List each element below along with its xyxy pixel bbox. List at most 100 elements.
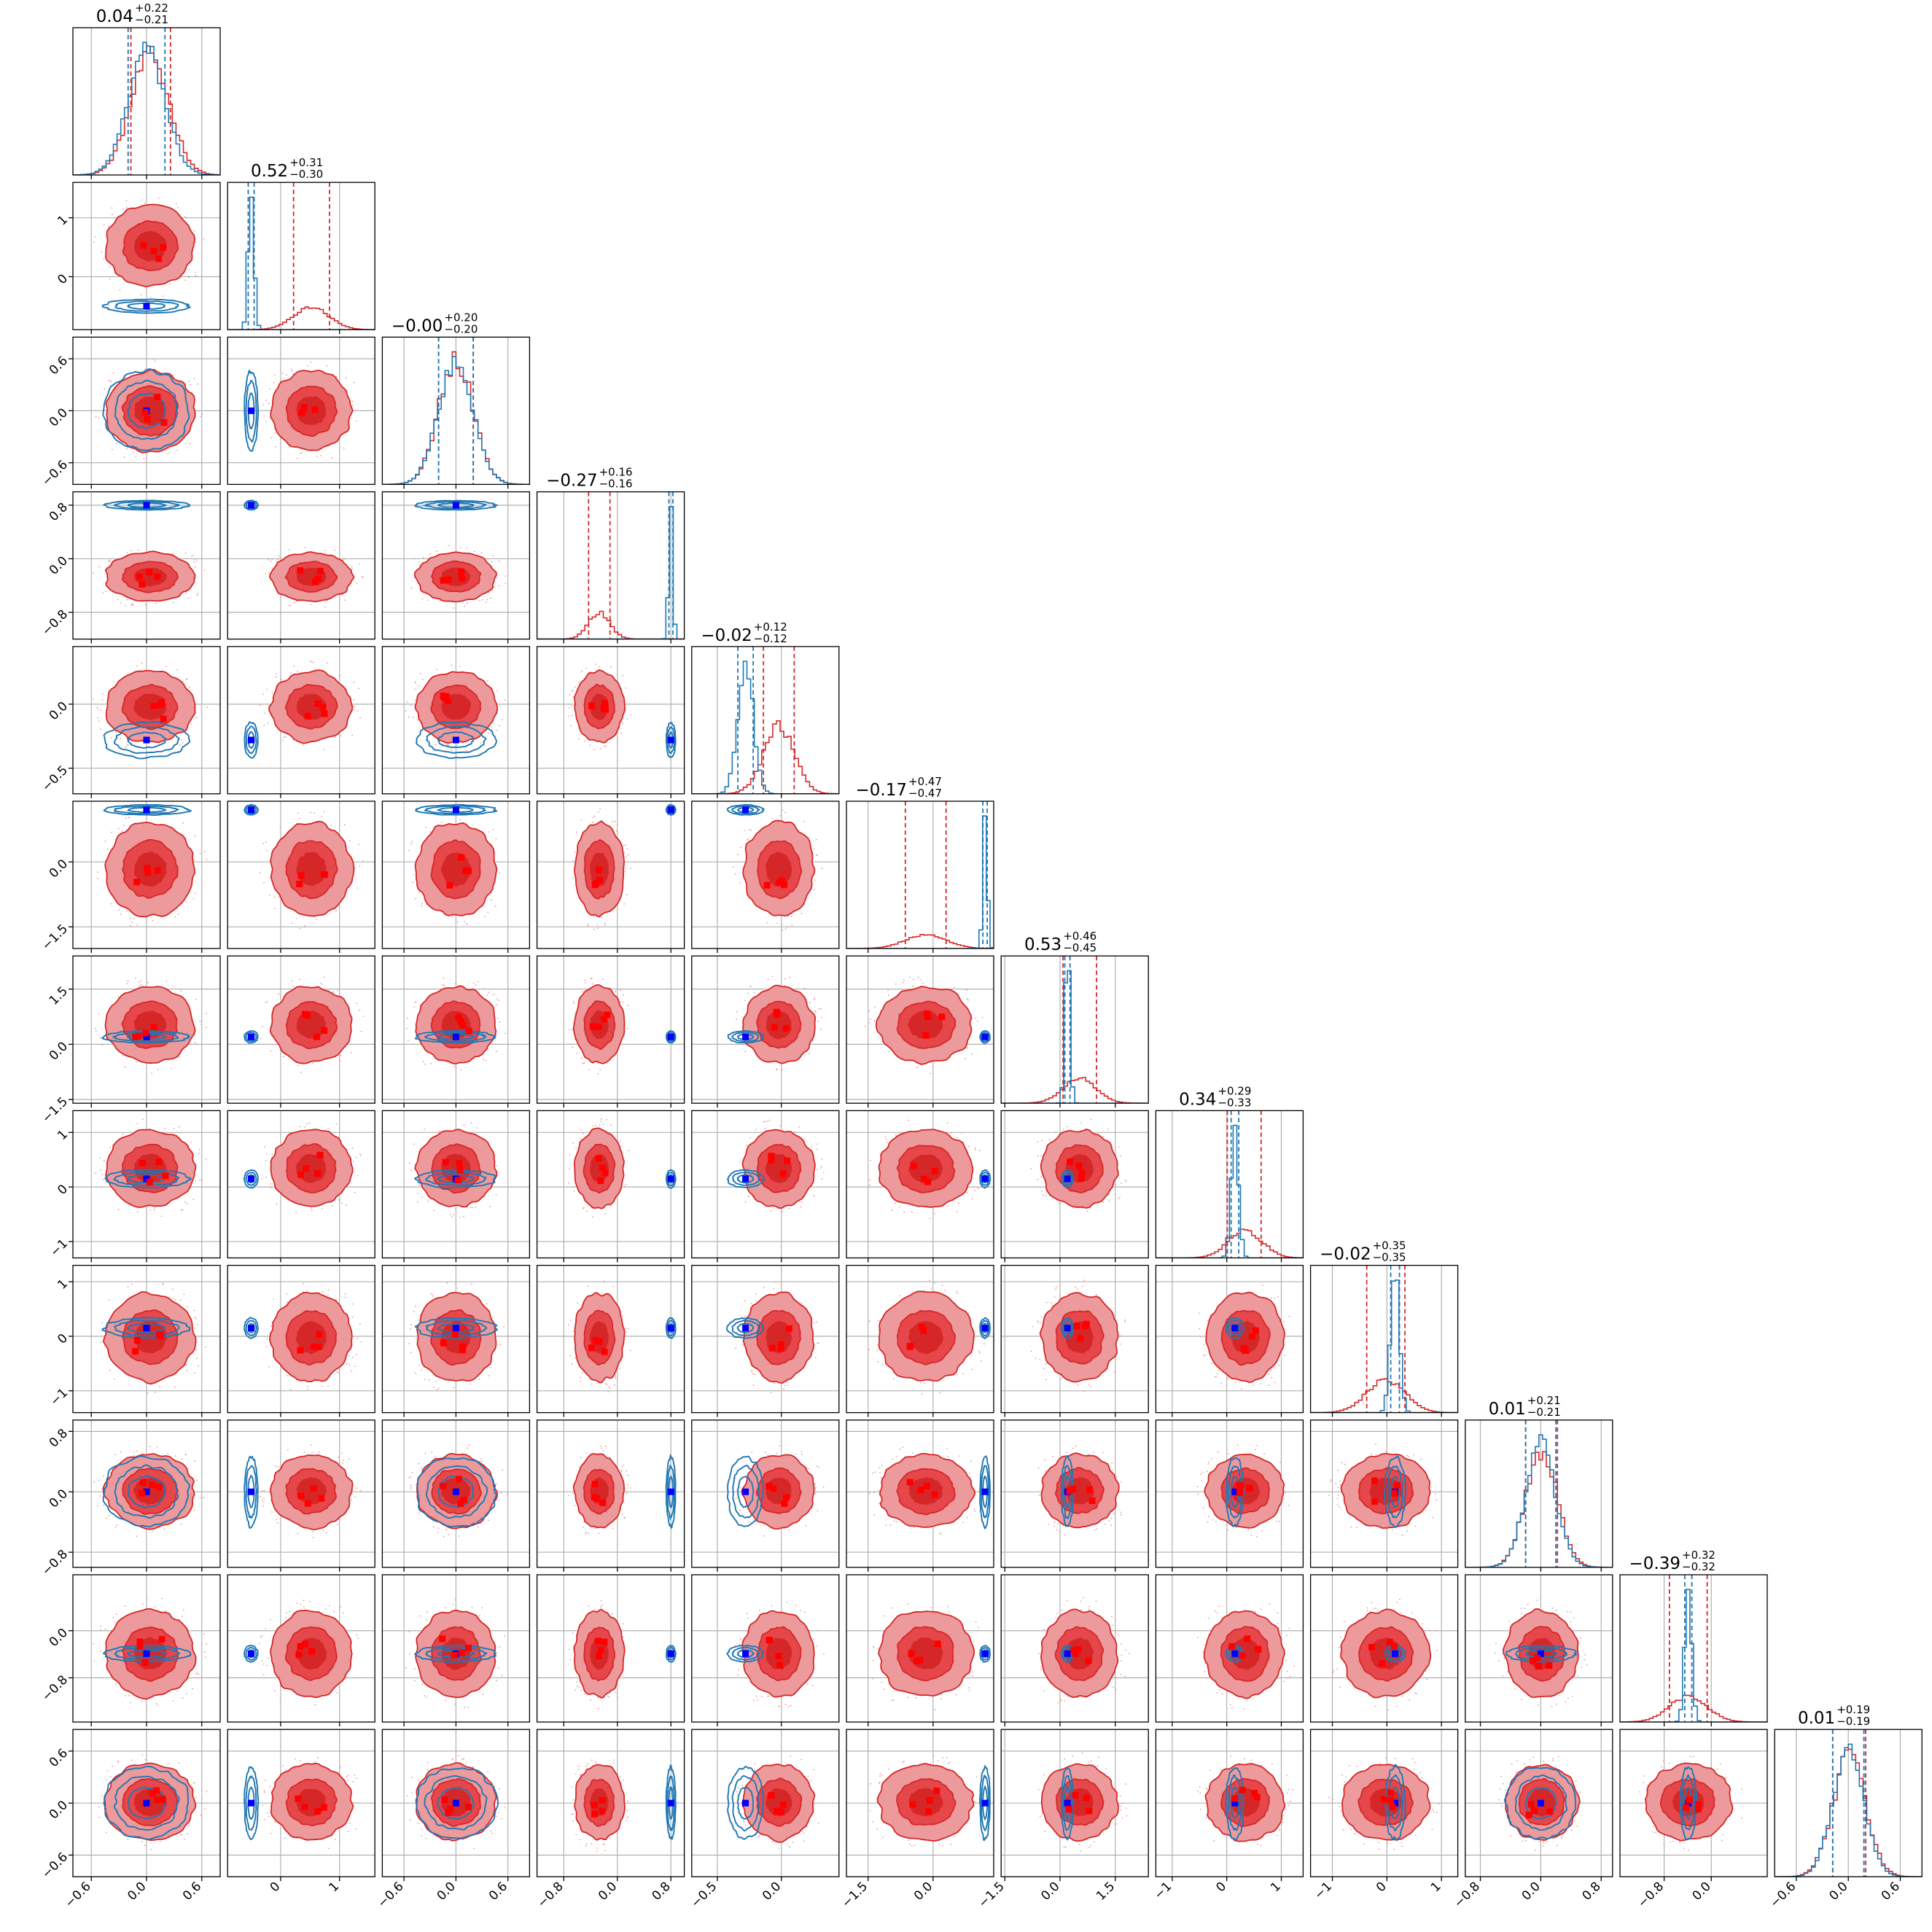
- sample-point: [483, 987, 486, 989]
- sample-point: [181, 1458, 183, 1460]
- sample-point: [599, 666, 601, 668]
- sample-point: [879, 1781, 881, 1783]
- sample-point: [262, 1663, 265, 1665]
- title-value: −0.02: [1320, 1245, 1371, 1264]
- sample-point: [1102, 1201, 1105, 1204]
- blue-contour-0: [1683, 1786, 1693, 1820]
- truth-marker-red: [144, 416, 151, 423]
- sample-point: [488, 1366, 491, 1368]
- sample-point: [1371, 1602, 1373, 1604]
- sample-point: [1211, 1362, 1213, 1364]
- blue-contour-2: [1060, 1767, 1075, 1841]
- sample-point: [1202, 1651, 1204, 1654]
- truth-marker-red: [442, 1158, 449, 1166]
- sample-point: [1199, 1785, 1201, 1788]
- sample-point: [749, 829, 750, 831]
- sample-point: [136, 1211, 139, 1212]
- sample-point: [1543, 1761, 1545, 1763]
- sample-point: [950, 1843, 952, 1845]
- sample-point: [1401, 1534, 1403, 1536]
- sample-point: [1552, 1759, 1554, 1761]
- truth-marker-red: [1246, 1484, 1253, 1492]
- sample-point: [1344, 1781, 1345, 1783]
- truth-marker-blue: [1064, 1175, 1071, 1183]
- sample-point: [1214, 1376, 1216, 1378]
- title-value: −0.39: [1629, 1554, 1680, 1573]
- sample-point: [1581, 1666, 1582, 1668]
- sample-point: [1419, 1772, 1421, 1774]
- contour-panel-7-0: [69, 1110, 221, 1263]
- red-contour-core: [296, 396, 327, 426]
- sample-point: [903, 1760, 905, 1762]
- sample-point: [144, 604, 147, 605]
- truth-marker-red: [158, 698, 165, 706]
- sample-point: [194, 1460, 196, 1462]
- sample-point: [351, 405, 354, 406]
- sample-point: [306, 1388, 308, 1390]
- truth-marker-red: [781, 881, 788, 889]
- sample-point: [591, 1843, 593, 1845]
- sample-point: [131, 921, 133, 923]
- sample-point: [186, 1369, 188, 1371]
- sample-point: [1538, 1841, 1540, 1843]
- blue-contour-2: [665, 721, 677, 758]
- sample-point: [969, 1472, 970, 1474]
- hist-blue: [227, 196, 375, 330]
- truth-marker-blue: [667, 1033, 674, 1040]
- sample-point: [1199, 1336, 1201, 1338]
- sample-point: [767, 1120, 768, 1122]
- sample-point: [435, 669, 437, 671]
- sample-point: [1268, 1373, 1270, 1375]
- sample-point: [1118, 1198, 1120, 1199]
- sample-point: [187, 558, 188, 559]
- sample-point: [195, 1673, 197, 1675]
- sample-point: [594, 1761, 596, 1763]
- panel-frame: [846, 1264, 994, 1414]
- truth-marker-red: [766, 1482, 773, 1489]
- sample-point: [1215, 1520, 1217, 1522]
- sample-point: [967, 1047, 968, 1049]
- sample-point: [627, 1800, 629, 1802]
- x-tick-label: 0: [268, 1880, 284, 1896]
- sample-point: [354, 867, 356, 869]
- sample-point: [418, 685, 420, 687]
- truth-marker-red: [599, 1796, 606, 1804]
- sample-point: [1413, 1454, 1414, 1456]
- sample-point: [310, 1444, 312, 1446]
- sample-point: [625, 868, 627, 870]
- y-tick-label: −0.8: [39, 1672, 71, 1704]
- sample-point: [266, 1339, 268, 1340]
- truth-marker-red: [318, 1495, 325, 1502]
- truth-marker-red: [455, 1013, 462, 1021]
- sample-point: [289, 1389, 292, 1391]
- truth-marker-red: [144, 865, 151, 872]
- sample-point: [778, 1847, 780, 1850]
- contour-panel-5-0: [69, 801, 221, 953]
- sample-point: [499, 1021, 501, 1024]
- sample-point: [447, 744, 448, 746]
- sample-point: [141, 199, 143, 201]
- sample-point: [203, 569, 206, 572]
- panel-frame: [227, 1574, 375, 1723]
- sample-point: [270, 1183, 272, 1185]
- sample-point: [790, 916, 792, 918]
- sample-point: [262, 881, 265, 884]
- sample-point: [496, 690, 499, 692]
- sample-point: [878, 1782, 880, 1784]
- sample-point: [302, 744, 304, 747]
- sample-point: [786, 1381, 788, 1383]
- sample-point: [93, 241, 95, 244]
- sample-point: [499, 1344, 502, 1345]
- truth-marker-red: [771, 1024, 778, 1031]
- sample-point: [195, 559, 198, 561]
- sample-point: [203, 238, 205, 240]
- sample-point: [870, 1018, 872, 1021]
- sample-point: [121, 830, 123, 832]
- contour-panel-9-5: [846, 1419, 994, 1572]
- sample-point: [328, 1847, 330, 1850]
- sample-point: [97, 871, 99, 873]
- truth-marker-red: [150, 1024, 157, 1031]
- sample-point: [332, 992, 335, 994]
- sample-point: [1039, 1359, 1041, 1360]
- sample-point: [344, 599, 346, 601]
